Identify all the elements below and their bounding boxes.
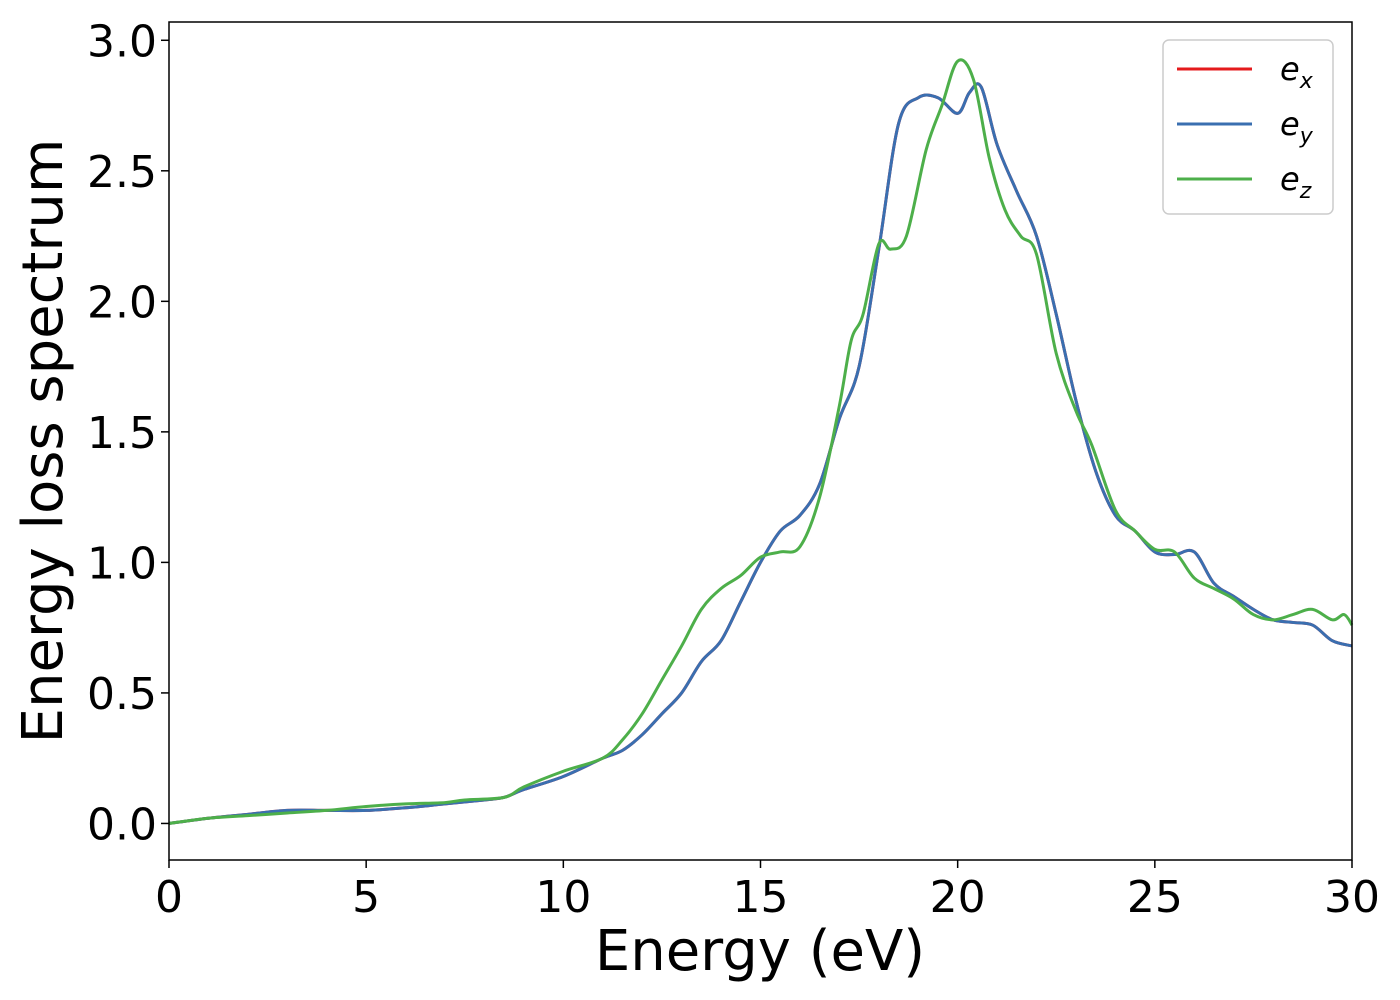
x-tick-label: 0 [155,872,183,923]
y-tick-label: 2.5 [87,147,157,198]
y-tick-label: 2.0 [87,277,157,328]
x-tick-label: 5 [352,872,380,923]
legend: ex ey ez [1162,39,1334,215]
y-tick-label: 0.0 [87,799,157,850]
legend-entry-ez: ez [1177,160,1312,204]
legend-box [1162,39,1334,215]
x-tick-label: 25 [1127,872,1183,923]
y-tick-label: 1.0 [87,538,157,589]
legend-entry-ey: ey [1177,105,1314,149]
legend-entry-ex: ex [1177,50,1314,94]
y-tick-label: 1.5 [87,408,157,459]
x-tick-label: 30 [1324,872,1380,923]
x-tick-label: 10 [535,872,591,923]
x-tick-label: 20 [930,872,986,923]
x-tick-label: 15 [733,872,789,923]
y-tick-label: 3.0 [87,16,157,67]
series-layer [168,58,1354,825]
legend-label-ex: ex [1280,50,1314,94]
y-axis-label: Energy loss spectrum [11,139,76,744]
y-tick-label: 0.5 [87,669,157,720]
ticks-layer: 0 5 10 15 20 25 30 0.0 0.5 1.0 1.5 2.0 2.5 3.0 [87,16,1380,923]
legend-label-ez: ez [1280,160,1312,204]
series-line-ez [168,58,1354,825]
legend-label-ey: ey [1280,105,1314,149]
x-axis-label: Energy (eV) [595,919,925,984]
